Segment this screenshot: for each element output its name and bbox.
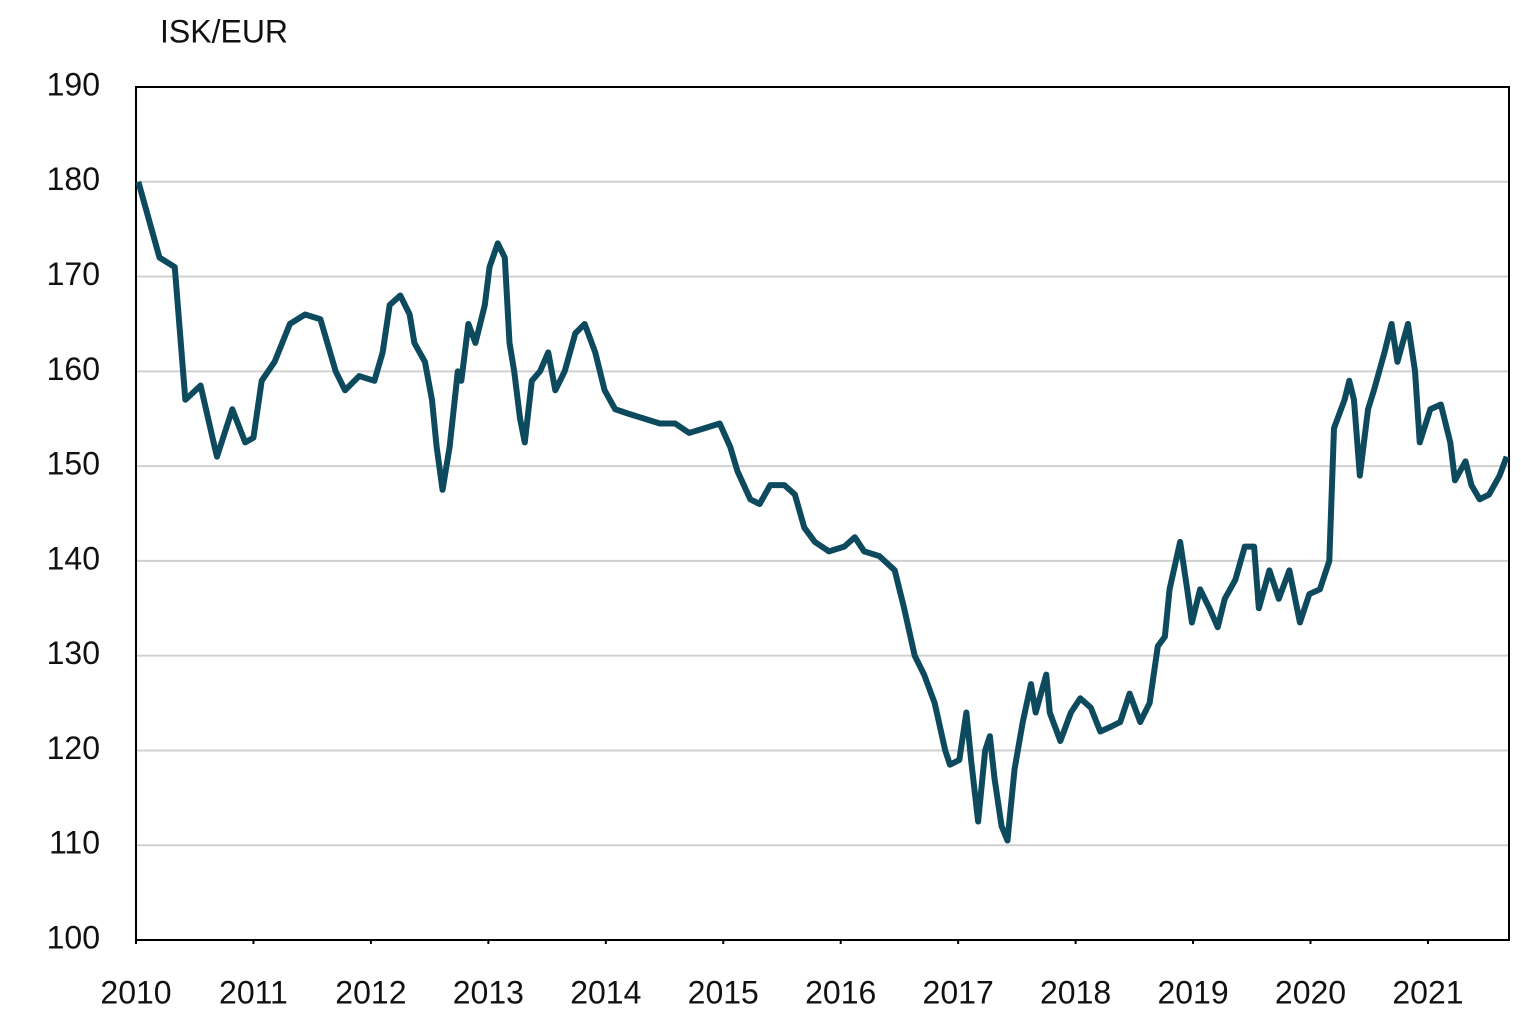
x-tick-label: 2015	[688, 974, 759, 1010]
y-tick-label: 170	[47, 256, 100, 292]
x-tick-label: 2014	[570, 974, 641, 1010]
y-tick-label: 130	[47, 635, 100, 671]
y-tick-label: 110	[49, 825, 100, 861]
x-tick-label: 2017	[923, 974, 994, 1010]
x-tick-label: 2010	[100, 974, 171, 1010]
x-tick-label: 2016	[805, 974, 876, 1010]
x-tick-label: 2013	[453, 974, 524, 1010]
data-line	[135, 180, 1510, 844]
y-tick-label: 120	[47, 730, 100, 766]
x-tick-label: 2019	[1157, 974, 1228, 1010]
x-tick-label: 2012	[335, 974, 406, 1010]
y-tick-label: 180	[47, 161, 100, 197]
y-tick-label: 100	[47, 919, 100, 955]
y-tick-label: 150	[47, 446, 100, 482]
y-axis-label: ISK/EUR	[160, 13, 288, 49]
x-tick-label: 2020	[1275, 974, 1346, 1010]
y-tick-label: 190	[47, 66, 100, 102]
x-tick-label: 2021	[1392, 974, 1463, 1010]
x-tick-label: 2011	[219, 974, 288, 1010]
x-tick-label: 2018	[1040, 974, 1111, 1010]
y-tick-label: 140	[47, 540, 100, 576]
plot-frame	[135, 86, 1510, 941]
y-tick-label: 160	[47, 351, 100, 387]
